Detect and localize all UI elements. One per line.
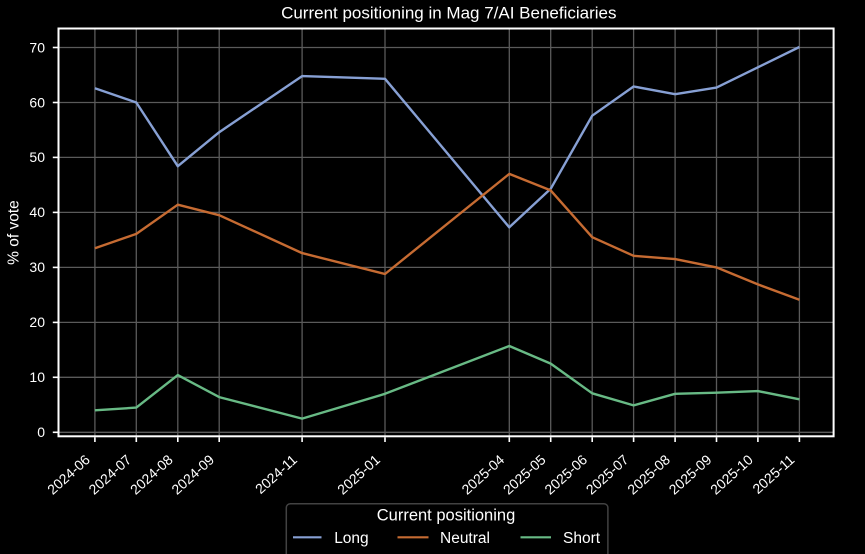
svg-text:20: 20 [29,314,45,330]
svg-text:Short: Short [563,530,601,547]
svg-text:% of vote: % of vote [6,200,23,265]
svg-text:40: 40 [29,204,45,220]
svg-text:10: 10 [29,369,45,385]
svg-text:0: 0 [37,424,45,440]
svg-text:30: 30 [29,259,45,275]
svg-text:70: 70 [29,39,45,55]
svg-text:60: 60 [29,94,45,110]
svg-text:Long: Long [334,530,368,547]
svg-text:Current positioning in Mag 7/A: Current positioning in Mag 7/AI Benefici… [281,4,616,23]
svg-text:Neutral: Neutral [440,530,490,547]
svg-text:Current positioning: Current positioning [377,507,516,525]
svg-text:50: 50 [29,149,45,165]
